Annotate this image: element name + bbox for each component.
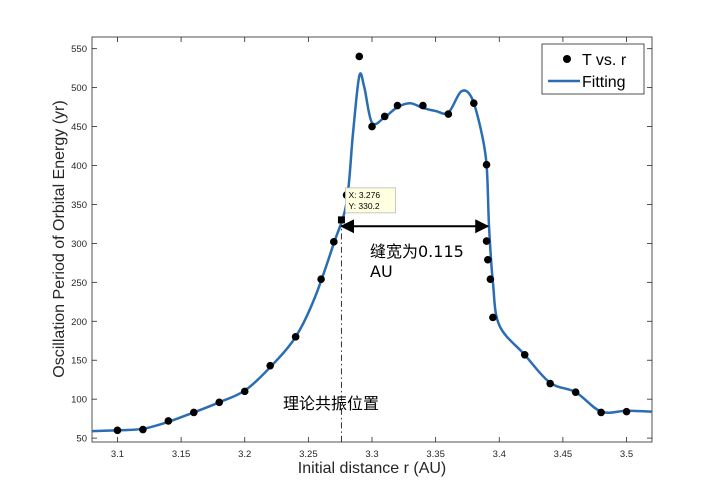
y-axis-ticks: 50 100 150 200 250 300 350 400 450 500 550 <box>71 44 652 445</box>
data-point <box>546 379 554 388</box>
datatip[interactable]: X: 3.276 Y: 330.2 <box>337 187 396 224</box>
x-tick-label: 3.35 <box>426 449 445 460</box>
y-tick-label: 500 <box>71 83 87 94</box>
data-point <box>291 333 300 341</box>
x-tick-label: 3.25 <box>299 449 318 460</box>
legend-label-markers: T vs. r <box>582 52 627 69</box>
y-tick-label: 550 <box>71 44 87 55</box>
data-point <box>368 122 376 131</box>
data-point <box>482 160 491 169</box>
data-point <box>215 398 224 407</box>
data-point <box>520 350 529 359</box>
slit-width-annotation-line1: 缝宽为0.115 <box>370 242 464 261</box>
data-point <box>113 426 122 435</box>
x-tick-label: 3.4 <box>493 449 506 460</box>
data-point <box>571 388 580 396</box>
x-tick-label: 3.45 <box>554 449 573 460</box>
legend-label-fitting: Fitting <box>582 74 626 91</box>
plot-area <box>91 36 653 443</box>
data-point <box>266 361 274 370</box>
data-point <box>317 275 325 284</box>
data-point <box>419 101 427 110</box>
data-point <box>393 101 402 110</box>
data-point <box>355 52 364 61</box>
x-axis-ticks: 3.1 3.15 3.2 3.25 3.3 3.35 3.4 3.45 3.5 <box>111 37 633 460</box>
data-point <box>622 407 631 416</box>
data-point <box>484 255 492 264</box>
datatip-y-label: Y: 330.2 <box>348 201 379 211</box>
data-point <box>444 110 453 118</box>
legend-box <box>541 43 645 95</box>
y-tick-label: 400 <box>71 161 87 172</box>
y-tick-label: 300 <box>71 239 87 250</box>
datatip-marker <box>337 216 345 224</box>
data-point <box>330 238 338 246</box>
data-point <box>380 112 389 121</box>
data-point <box>597 408 605 417</box>
x-tick-label: 3.3 <box>365 449 378 460</box>
y-tick-label: 250 <box>71 278 87 289</box>
y-tick-label: 100 <box>71 395 87 406</box>
data-point <box>489 313 497 322</box>
data-markers <box>113 52 631 435</box>
slit-width-annotation-line2: AU <box>370 262 393 281</box>
y-tick-label: 450 <box>71 122 87 133</box>
legend[interactable]: T vs. r Fitting <box>541 43 645 95</box>
x-axis-label: Initial distance r (AU) <box>298 460 447 477</box>
datatip-box <box>345 187 396 214</box>
data-point <box>486 275 495 284</box>
y-tick-label: 50 <box>76 434 87 445</box>
data-point <box>190 408 198 417</box>
y-tick-label: 150 <box>71 356 87 367</box>
resonance-annotation: 理论共振位置 <box>283 394 379 413</box>
y-tick-label: 350 <box>71 200 87 211</box>
data-point <box>240 387 249 396</box>
x-tick-label: 3.15 <box>172 449 191 460</box>
x-tick-label: 3.5 <box>620 449 633 460</box>
y-tick-label: 200 <box>71 317 87 328</box>
datatip-x-label: X: 3.276 <box>348 190 380 200</box>
y-axis-label: Oscillation Period of Orbital Energy (yr… <box>51 100 68 377</box>
data-point <box>470 99 478 108</box>
data-point <box>164 417 173 425</box>
x-tick-label: 3.1 <box>111 449 124 460</box>
x-tick-label: 3.2 <box>238 449 251 460</box>
data-point <box>482 237 491 245</box>
legend-marker-icon <box>563 55 571 63</box>
data-point <box>139 425 147 434</box>
